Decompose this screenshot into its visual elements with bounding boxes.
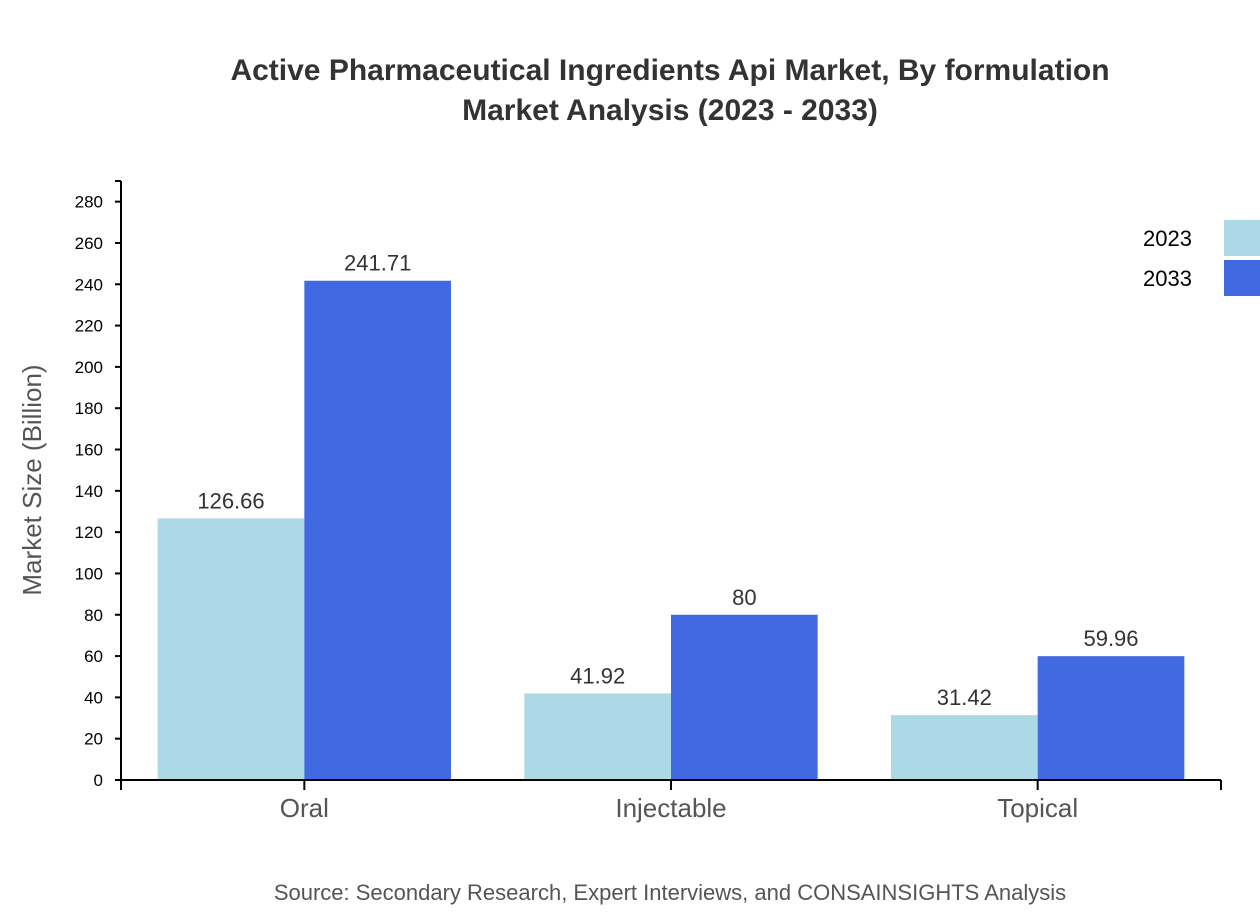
bar-oral-2023	[157, 518, 305, 780]
bar-injectable-2033	[671, 614, 818, 780]
y-tick: 220	[75, 317, 121, 336]
y-tick: 200	[75, 358, 121, 377]
data-label: 31.42	[937, 685, 992, 710]
y-tick-label: 260	[75, 234, 103, 253]
legend-label: 2023	[1143, 226, 1192, 251]
y-tick-label: 80	[84, 606, 103, 625]
y-axis: 0 20 40 60 80 100 120 140 160 180 200 220 240 260 280	[75, 180, 122, 790]
y-tick-label: 200	[75, 358, 103, 377]
y-tick: 260	[75, 234, 121, 253]
legend-label: 2033	[1143, 266, 1192, 291]
y-tick: 80	[84, 606, 121, 625]
bar-topical-2023	[891, 715, 1038, 780]
data-label: 241.71	[344, 251, 411, 276]
bars	[157, 280, 1185, 780]
y-tick-label: 120	[75, 523, 103, 542]
y-axis-label: Market Size (Billion)	[17, 364, 47, 595]
bar-injectable-2023	[524, 693, 671, 780]
legend-item-2023: 2023	[1143, 220, 1260, 256]
x-axis: Oral Injectable Topical	[120, 779, 1222, 823]
legend-item-2033: 2033	[1143, 260, 1260, 296]
y-tick: 100	[75, 564, 121, 583]
chart-title-line-1: Active Pharmaceutical Ingredients Api Ma…	[230, 54, 1109, 87]
y-tick-label: 20	[84, 730, 103, 749]
y-tick: 40	[84, 688, 121, 707]
y-tick-label: 280	[75, 193, 103, 212]
data-label: 126.66	[197, 488, 264, 513]
bar-topical-2033	[1037, 656, 1185, 780]
y-tick: 240	[75, 275, 121, 294]
y-tick: 160	[75, 441, 121, 460]
legend-swatch	[1224, 260, 1260, 296]
data-label: 41.92	[570, 663, 625, 688]
y-tick-label: 220	[75, 317, 103, 336]
y-tick-label: 140	[75, 482, 103, 501]
x-tick-label: Injectable	[615, 793, 726, 823]
y-tick: 180	[75, 399, 121, 418]
y-tick-label: 180	[75, 399, 103, 418]
y-tick: 0	[94, 771, 121, 790]
legend: 2023 2033	[1143, 220, 1260, 296]
y-tick: 20	[84, 730, 121, 749]
legend-swatch	[1224, 220, 1260, 256]
y-tick-label: 60	[84, 647, 103, 666]
y-tick-label: 100	[75, 564, 103, 583]
x-tick-label: Oral	[280, 793, 329, 823]
bar-oral-2033	[304, 280, 451, 780]
source-note: Source: Secondary Research, Expert Inter…	[274, 880, 1066, 905]
y-tick: 60	[84, 647, 121, 666]
y-tick-label: 40	[84, 688, 103, 707]
data-labels: 126.66 241.71 41.92 80 31.42 59.96	[197, 251, 1138, 710]
y-tick-label: 160	[75, 441, 103, 460]
data-label: 59.96	[1083, 626, 1138, 651]
y-tick: 120	[75, 523, 121, 542]
y-tick: 140	[75, 482, 121, 501]
chart-title-line-2: Market Analysis (2023 - 2033)	[462, 94, 878, 127]
data-label: 80	[732, 585, 756, 610]
y-tick-label: 240	[75, 275, 103, 294]
y-tick-label: 0	[94, 771, 103, 790]
x-tick-label: Topical	[997, 793, 1078, 823]
y-tick: 280	[75, 193, 121, 212]
